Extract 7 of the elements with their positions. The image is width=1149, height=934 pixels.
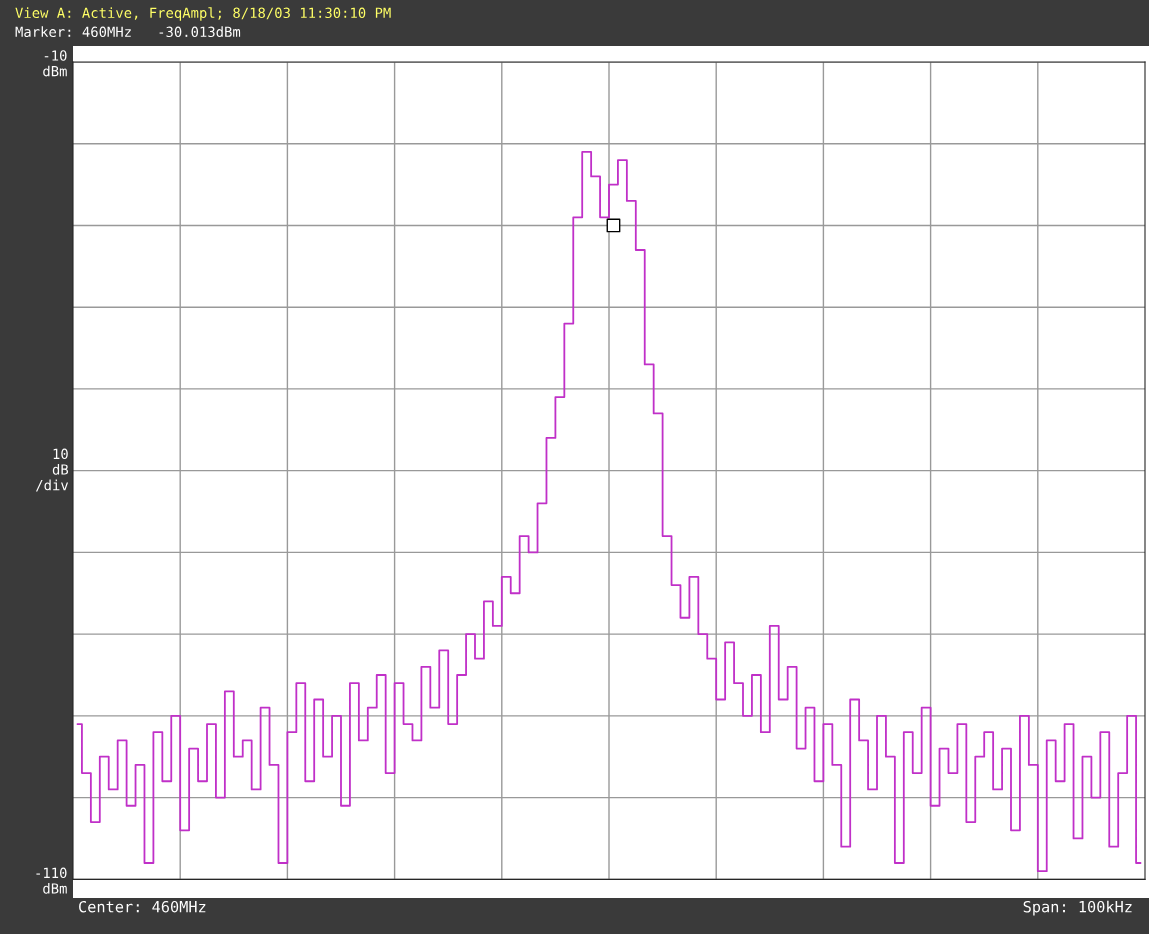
chart-subtitle: Marker: 460MHz -30.013dBm	[15, 26, 241, 38]
chart-title: View A: Active, FreqAmpl; 8/18/03 11:30:10 PM	[15, 7, 391, 21]
y-tick-label: -10 dBm	[43, 50, 67, 77]
text: Center: 460MHz	[79, 900, 206, 913]
text: Span: 100kHz	[1023, 900, 1132, 916]
y-tick-label: -110 dBm	[36, 867, 67, 894]
y-axis-title: 10 dB /div	[35, 448, 69, 492]
